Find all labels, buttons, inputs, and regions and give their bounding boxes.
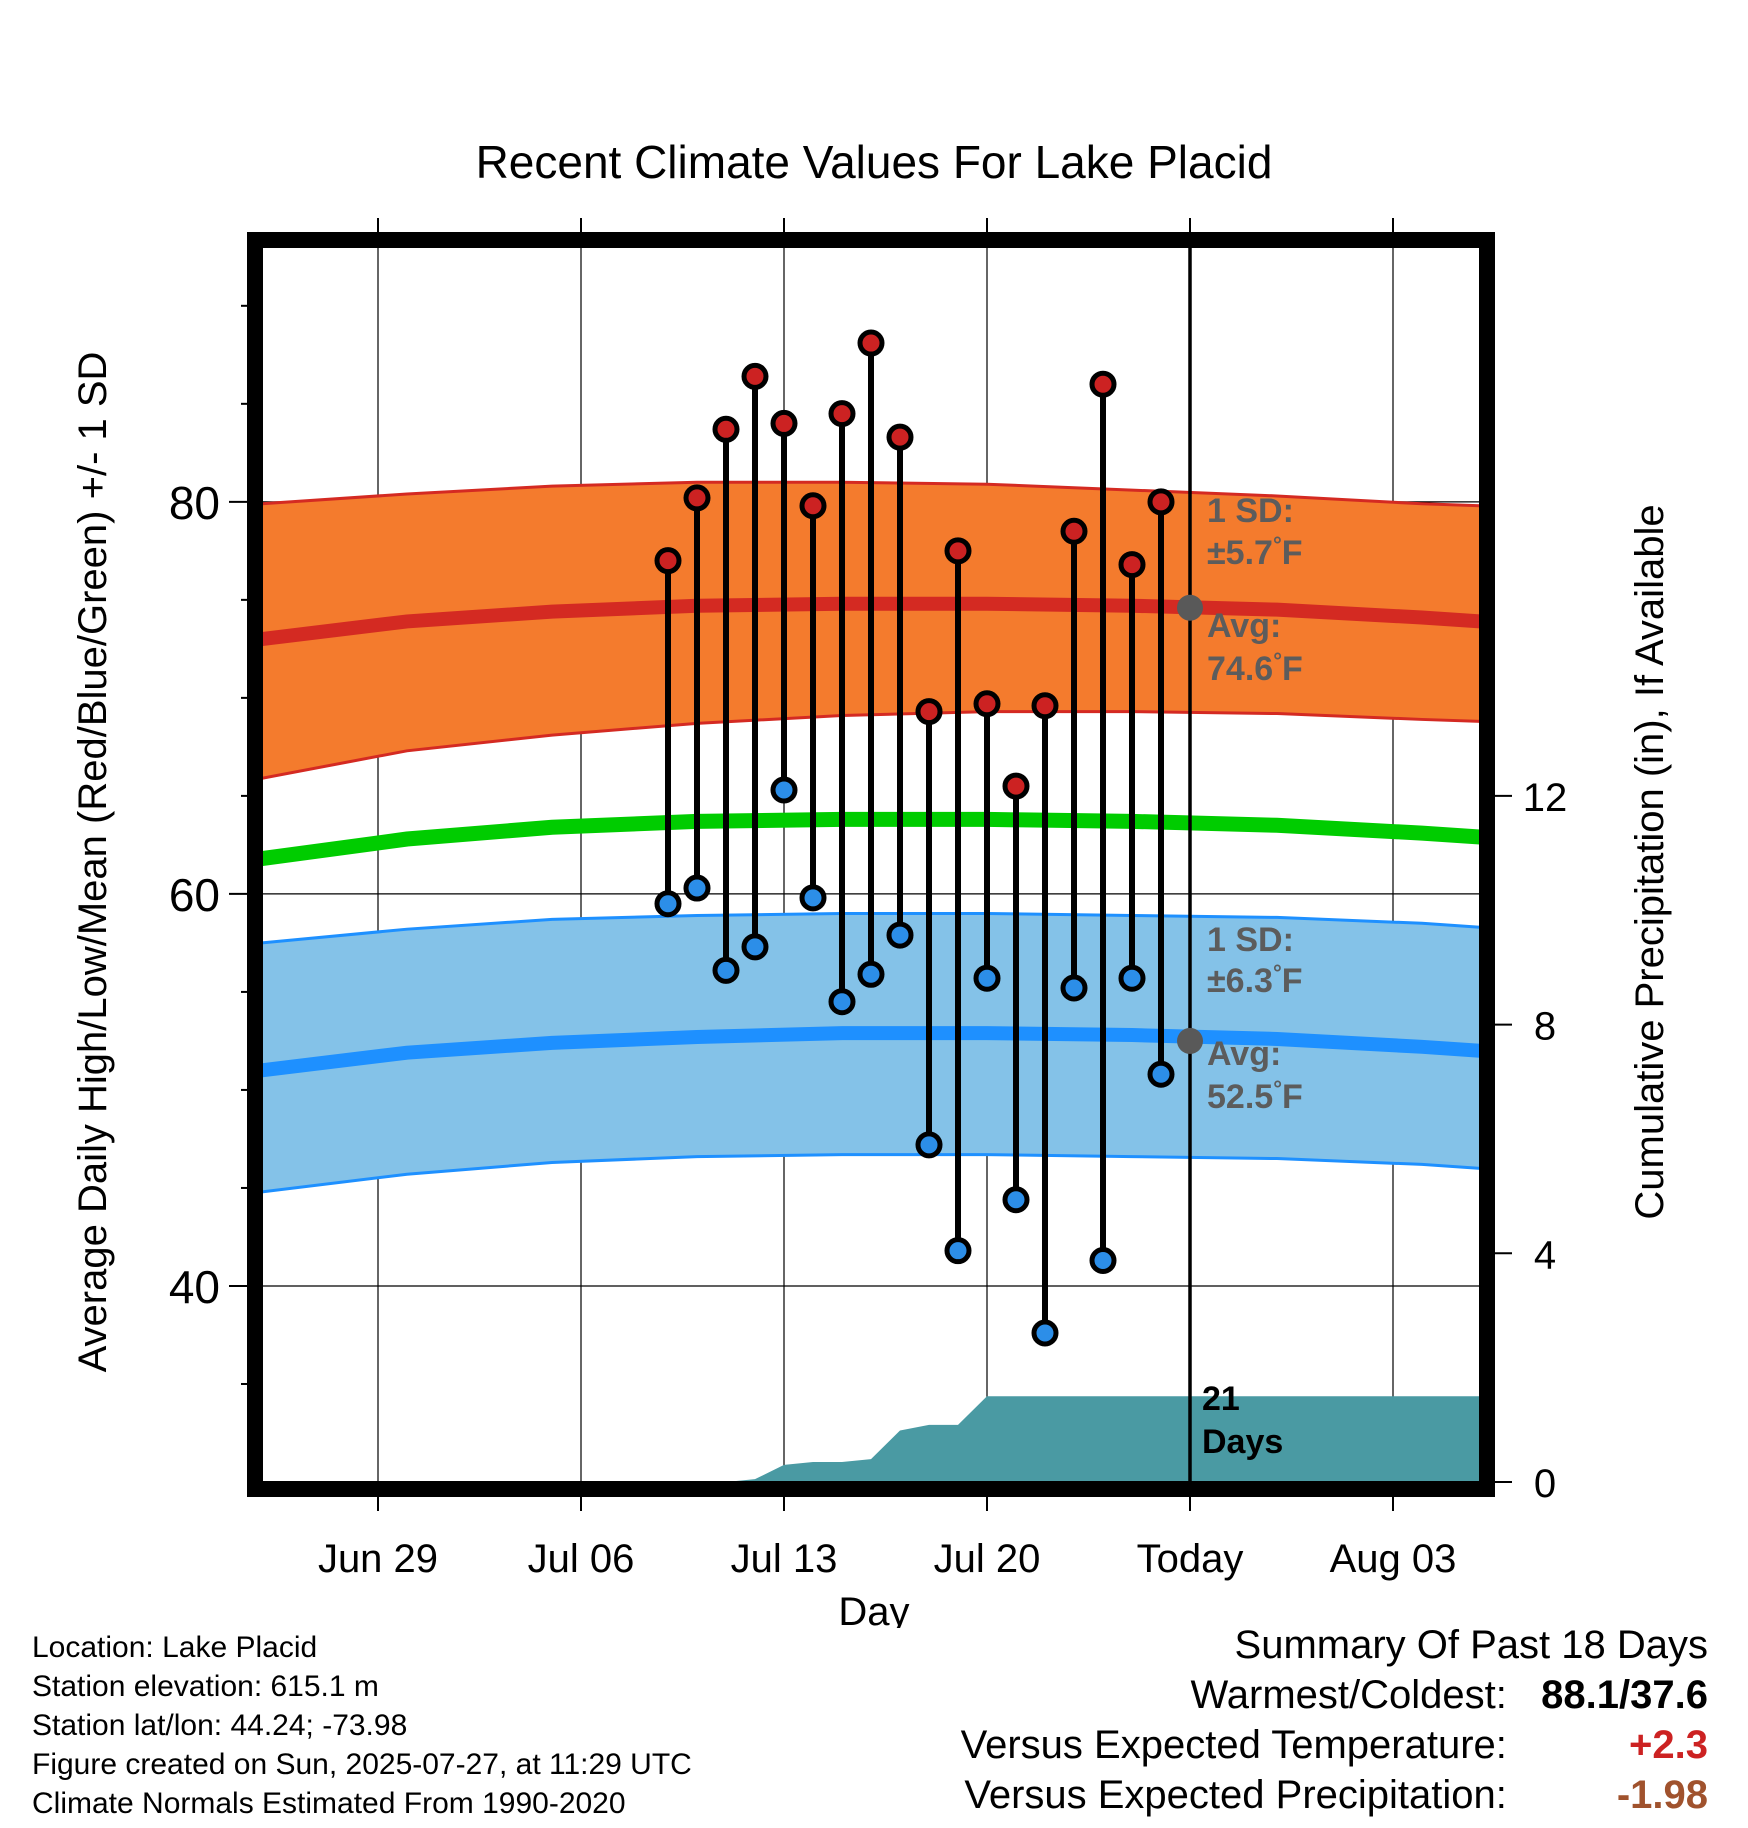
days-annotation: 21 Days xyxy=(1202,1380,1283,1461)
low-average-annotation-label: Avg: xyxy=(1207,1035,1281,1073)
y-right-tick-label: 12 xyxy=(1523,776,1568,820)
summary-precip: Versus Expected Precipitation: -1.98 xyxy=(961,1770,1708,1820)
temp-vs-expected-value: +2.3 xyxy=(1629,1723,1708,1767)
daily-high-point xyxy=(973,690,1001,718)
temp-vs-expected-label: Versus Expected Temperature: xyxy=(960,1723,1507,1767)
high-sd-annotation-value: ±5.7°F xyxy=(1207,532,1303,573)
y-right-tick-label: 8 xyxy=(1534,1005,1556,1049)
summary-panel: Summary Of Past 18 Days Warmest/Coldest:… xyxy=(961,1620,1708,1820)
low-average-annotation-value: 52.5°F xyxy=(1207,1076,1303,1117)
daily-low-point xyxy=(886,921,914,949)
daily-high-point xyxy=(915,698,943,726)
high-sd-annotation: 1 SD:±5.7°F xyxy=(1207,492,1303,572)
daily-low-point xyxy=(683,874,711,902)
daily-high-point xyxy=(683,484,711,512)
daily-high-point xyxy=(828,400,856,428)
precip-vs-expected-value: -1.98 xyxy=(1616,1773,1708,1817)
low-sd-annotation-value: ±6.3°F xyxy=(1207,960,1303,1001)
daily-low-point xyxy=(654,890,682,918)
low-sd-annotation-label: 1 SD: xyxy=(1207,921,1294,959)
y-tick-label: 80 xyxy=(169,477,220,529)
days-unit-label: Days xyxy=(1202,1423,1283,1461)
x-tick-label: Jul 13 xyxy=(731,1537,838,1581)
days-count-label: 21 xyxy=(1202,1380,1240,1418)
warmest-coldest-label: Warmest/Coldest: xyxy=(1190,1673,1507,1717)
today-low-average-marker xyxy=(1177,1027,1203,1054)
summary-warmest-coldest: Warmest/Coldest: 88.1/37.6 xyxy=(961,1670,1709,1720)
high-average-annotation-label: Avg: xyxy=(1207,607,1281,645)
daily-high-point xyxy=(712,415,740,443)
y-tick-label: 40 xyxy=(169,1261,220,1313)
daily-low-point xyxy=(799,884,827,912)
y-right-tick-label: 0 xyxy=(1534,1462,1556,1506)
x-tick-label: Today xyxy=(1137,1537,1244,1581)
daily-low-point xyxy=(741,933,769,961)
y-axis-label-left: Average Daily High/Low/Mean (Red/Blue/Gr… xyxy=(71,352,115,1373)
station-info: Location: Lake Placid Station elevation:… xyxy=(32,1628,692,1823)
daily-high-point xyxy=(1002,772,1030,800)
x-tick-label: Jun 29 xyxy=(318,1537,438,1581)
summary-temp: Versus Expected Temperature: +2.3 xyxy=(961,1720,1708,1770)
daily-low-point xyxy=(712,956,740,984)
x-tick-label: Aug 03 xyxy=(1330,1537,1457,1581)
high-average-line xyxy=(262,596,1480,647)
x-tick-label: Jul 20 xyxy=(934,1537,1041,1581)
low-lower-edge xyxy=(262,1153,1480,1194)
y-axis-label-right: Cumulative Precipitation (in), If Availa… xyxy=(1628,504,1672,1219)
location-text: Location: Lake Placid xyxy=(32,1631,318,1664)
daily-high-point xyxy=(1031,692,1059,720)
y-tick-label: 60 xyxy=(169,869,220,921)
daily-low-point xyxy=(973,964,1001,992)
daily-low-point xyxy=(1147,1060,1175,1088)
high-average-annotation: Avg:74.6°F xyxy=(1207,607,1303,688)
climate-chart: Recent Climate Values For Lake Placid 1 … xyxy=(71,136,1672,1628)
summary-title: Summary Of Past 18 Days xyxy=(1234,1623,1708,1667)
low-average-line xyxy=(262,1026,1480,1078)
daily-high-point xyxy=(944,537,972,565)
daily-low-point xyxy=(915,1131,943,1159)
high-lower-edge xyxy=(262,710,1480,780)
daily-low-point xyxy=(944,1237,972,1265)
precipitation-area xyxy=(726,1396,1480,1482)
x-tick-label: Jul 06 xyxy=(528,1537,635,1581)
daily-low-point xyxy=(1002,1186,1030,1214)
daily-high-point xyxy=(741,362,769,390)
today-high-average-marker xyxy=(1177,594,1203,621)
low-upper-edge xyxy=(262,912,1480,945)
x-axis-label: Day xyxy=(838,1590,909,1628)
plot-frame xyxy=(247,232,1495,1497)
daily-low-point xyxy=(1031,1319,1059,1347)
high-upper-edge xyxy=(262,480,1480,508)
high-average-annotation-value: 74.6°F xyxy=(1207,648,1303,689)
daily-high-point xyxy=(770,409,798,437)
low-sd-annotation: 1 SD:±6.3°F xyxy=(1207,921,1303,1000)
y-right-tick-label: 4 xyxy=(1534,1233,1556,1277)
daily-high-point xyxy=(1118,551,1146,579)
daily-low-point xyxy=(1089,1246,1117,1274)
daily-high-point xyxy=(654,547,682,575)
daily-low-point xyxy=(1060,974,1088,1002)
daily-low-point xyxy=(828,988,856,1016)
warmest-coldest-value: 88.1/37.6 xyxy=(1541,1673,1708,1717)
daily-high-point xyxy=(857,329,885,357)
created-text: Figure created on Sun, 2025-07-27, at 11… xyxy=(32,1748,692,1781)
chart-title: Recent Climate Values For Lake Placid xyxy=(476,136,1273,188)
low-average-annotation: Avg:52.5°F xyxy=(1207,1035,1303,1116)
daily-high-point xyxy=(799,492,827,520)
low-sd-band xyxy=(262,913,1480,1192)
daily-low-point xyxy=(857,960,885,988)
latlon-text: Station lat/lon: 44.24; -73.98 xyxy=(32,1709,408,1742)
daily-low-point xyxy=(770,776,798,804)
normals-text: Climate Normals Estimated From 1990-2020 xyxy=(32,1787,626,1820)
daily-high-point xyxy=(1089,370,1117,398)
daily-high-point xyxy=(886,423,914,451)
high-sd-annotation-label: 1 SD: xyxy=(1207,492,1294,530)
elevation-text: Station elevation: 615.1 m xyxy=(32,1670,379,1703)
daily-high-point xyxy=(1147,488,1175,516)
precip-vs-expected-label: Versus Expected Precipitation: xyxy=(964,1773,1507,1817)
mean-temperature-line xyxy=(262,811,1480,867)
daily-high-point xyxy=(1060,517,1088,545)
daily-low-point xyxy=(1118,964,1146,992)
